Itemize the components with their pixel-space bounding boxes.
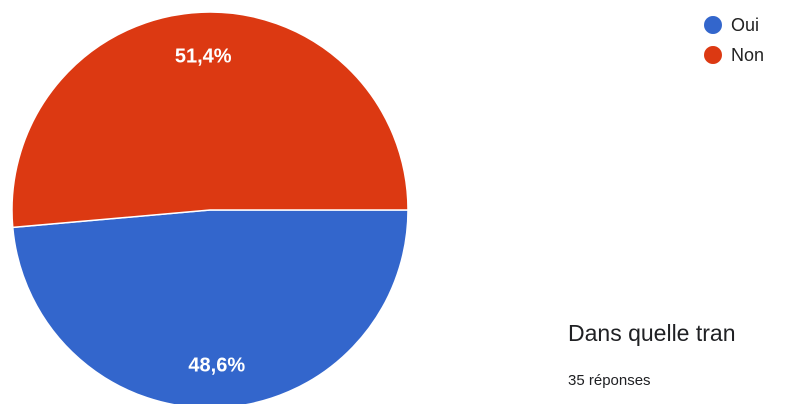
legend-swatch-oui bbox=[704, 16, 722, 34]
pie-slice-non[interactable] bbox=[11, 11, 409, 229]
legend-item-non[interactable]: Non bbox=[704, 40, 764, 70]
next-question-title: Dans quelle tran bbox=[568, 320, 736, 346]
responses-count: 35 réponses bbox=[568, 372, 651, 389]
pie-label-non: 51,4% bbox=[175, 46, 232, 68]
pie-slice-oui[interactable] bbox=[11, 209, 409, 404]
legend-label-non: Non bbox=[731, 44, 765, 65]
pie-chart: 48,6% 51,4% bbox=[11, 11, 409, 404]
pie-label-oui: 48,6% bbox=[188, 354, 245, 376]
legend-swatch-non bbox=[704, 46, 722, 64]
legend-item-oui[interactable]: Oui bbox=[704, 10, 764, 40]
chart-legend: Oui Non bbox=[704, 10, 764, 70]
legend-label-oui: Oui bbox=[731, 14, 760, 35]
